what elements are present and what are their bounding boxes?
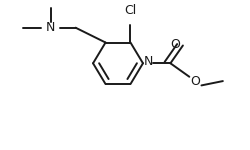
Text: Cl: Cl [124,4,136,17]
Text: O: O [170,38,180,51]
Text: N: N [46,21,55,34]
Text: O: O [190,75,200,88]
Text: N: N [144,55,153,68]
